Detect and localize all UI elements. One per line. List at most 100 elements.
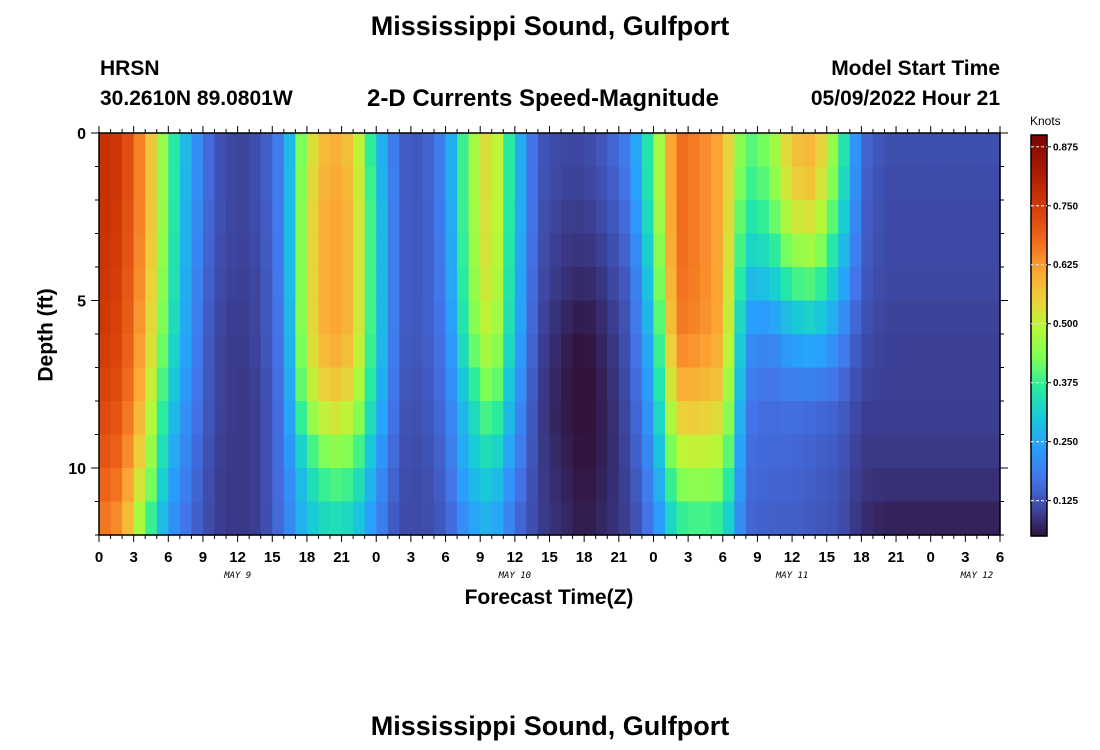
heatmap-cell bbox=[457, 133, 470, 168]
x-tick-label: 12 bbox=[507, 549, 524, 566]
colorbar-swatch bbox=[1031, 168, 1047, 173]
heatmap-cell bbox=[168, 300, 181, 335]
heatmap-cell bbox=[618, 300, 631, 335]
heatmap-cell bbox=[491, 233, 504, 268]
heatmap-cell bbox=[179, 233, 193, 268]
heatmap-cell bbox=[283, 367, 296, 402]
heatmap-cell bbox=[226, 267, 239, 302]
heatmap-cell bbox=[688, 501, 701, 536]
colorbar-swatch bbox=[1031, 235, 1047, 240]
heatmap-cell bbox=[595, 367, 608, 402]
heatmap-cell bbox=[306, 133, 320, 168]
heatmap-cell bbox=[410, 367, 424, 402]
model-start-value: 05/09/2022 Hour 21 bbox=[810, 87, 1000, 110]
heatmap-cell bbox=[272, 468, 285, 503]
heatmap-cell bbox=[237, 367, 250, 402]
heatmap-cell bbox=[191, 501, 204, 536]
heatmap-cell bbox=[780, 501, 793, 536]
heatmap-cell bbox=[953, 401, 966, 436]
colorbar-swatch bbox=[1031, 261, 1047, 266]
heatmap-cell bbox=[353, 434, 366, 469]
heatmap-cell bbox=[907, 200, 920, 235]
heatmap-cell bbox=[896, 166, 909, 201]
heatmap-cell bbox=[734, 267, 747, 302]
colorbar-swatch bbox=[1031, 318, 1047, 323]
heatmap-cell bbox=[757, 300, 770, 335]
heatmap-cell bbox=[815, 166, 828, 201]
heatmap-cell bbox=[676, 468, 689, 503]
heatmap-cell bbox=[838, 434, 851, 469]
heatmap-cell bbox=[838, 233, 851, 268]
heatmap-cell bbox=[607, 133, 620, 168]
heatmap-cell bbox=[537, 233, 551, 268]
heatmap-cell bbox=[792, 434, 805, 469]
heatmap-cell bbox=[330, 468, 343, 503]
colorbar-swatch bbox=[1031, 211, 1047, 216]
heatmap-cell bbox=[815, 133, 828, 168]
heatmap-cell bbox=[976, 401, 990, 436]
heatmap-cell bbox=[665, 233, 678, 268]
x-tick-label: 3 bbox=[684, 549, 692, 566]
heatmap-cell bbox=[976, 267, 990, 302]
colorbar-tick-label: 0.250 bbox=[1053, 437, 1078, 448]
heatmap-cell bbox=[272, 300, 285, 335]
heatmap-cell bbox=[341, 367, 354, 402]
heatmap-cell bbox=[861, 233, 874, 268]
heatmap-cell bbox=[318, 300, 331, 335]
heatmap-cell bbox=[156, 300, 169, 335]
heatmap-cell bbox=[491, 166, 504, 201]
heatmap-cell bbox=[630, 334, 643, 369]
heatmap-cell bbox=[306, 367, 320, 402]
heatmap-cell bbox=[260, 501, 273, 536]
heatmap-cell bbox=[572, 233, 585, 268]
heatmap-cell bbox=[526, 267, 539, 302]
heatmap-cell bbox=[249, 267, 262, 302]
colorbar-swatch bbox=[1031, 495, 1047, 500]
heatmap-cell bbox=[688, 401, 701, 436]
heatmap-cell bbox=[168, 166, 181, 201]
heatmap-cell bbox=[780, 468, 793, 503]
x-tick-label: 6 bbox=[996, 549, 1004, 566]
heatmap-cell bbox=[561, 133, 574, 168]
heatmap-cell bbox=[122, 267, 135, 302]
heatmap-cell bbox=[653, 200, 666, 235]
colorbar-swatch bbox=[1031, 479, 1047, 484]
heatmap-cell bbox=[861, 334, 874, 369]
heatmap-cell bbox=[145, 334, 158, 369]
heatmap-cell bbox=[145, 434, 158, 469]
heatmap-cell bbox=[468, 334, 481, 369]
heatmap-cell bbox=[537, 166, 551, 201]
heatmap-cell bbox=[226, 468, 239, 503]
heatmap-cell bbox=[699, 133, 712, 168]
colorbar-swatch bbox=[1031, 238, 1047, 243]
heatmap-cell bbox=[283, 468, 296, 503]
heatmap-cell bbox=[549, 434, 562, 469]
heatmap-cell bbox=[318, 166, 331, 201]
heatmap-cell bbox=[341, 501, 354, 536]
heatmap-cell bbox=[792, 468, 805, 503]
heatmap-cell bbox=[330, 267, 343, 302]
heatmap-cell bbox=[445, 267, 458, 302]
heatmap-cell bbox=[734, 166, 747, 201]
product-title: 2-D Currents Speed-Magnitude bbox=[367, 85, 720, 112]
heatmap-cell bbox=[618, 434, 631, 469]
heatmap-cell bbox=[688, 166, 701, 201]
heatmap-cell bbox=[849, 434, 862, 469]
heatmap-cell bbox=[387, 434, 400, 469]
heatmap-cell bbox=[503, 468, 516, 503]
heatmap-cell bbox=[376, 367, 389, 402]
heatmap-cell bbox=[283, 300, 296, 335]
heatmap-cell bbox=[237, 300, 250, 335]
heatmap-cell bbox=[376, 501, 389, 536]
colorbar-swatch bbox=[1031, 218, 1047, 223]
heatmap-cell bbox=[919, 233, 932, 268]
heatmap-cell bbox=[930, 166, 943, 201]
heatmap-cell bbox=[526, 233, 539, 268]
heatmap-cell bbox=[930, 300, 943, 335]
x-tick-label: 6 bbox=[719, 549, 727, 566]
heatmap-cell bbox=[976, 200, 990, 235]
heatmap-cell bbox=[457, 468, 470, 503]
heatmap-cell bbox=[422, 367, 435, 402]
heatmap-cell bbox=[514, 468, 527, 503]
heatmap-cell bbox=[457, 233, 470, 268]
